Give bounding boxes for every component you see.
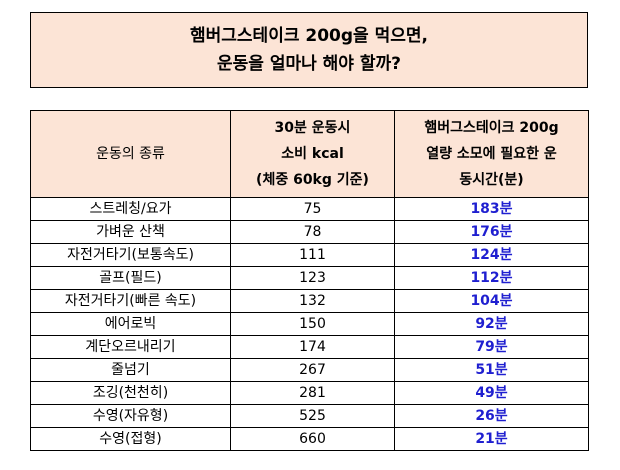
header-time: 햄버그스테이크 200g 열량 소모에 필요한 운 동시간(분) <box>394 110 589 198</box>
exercise-cell: 자전거타기(보통속도) <box>30 243 231 267</box>
minutes-cell: 176분 <box>394 220 589 244</box>
title-line-2: 운동을 얼마나 해야 할까? <box>216 54 402 74</box>
title-line-1: 햄버그스테이크 200g을 먹으면, <box>190 26 428 46</box>
kcal-cell: 660 <box>230 427 395 451</box>
header-time-line-2: 열량 소모에 필요한 운 <box>426 146 557 162</box>
minutes-cell: 104분 <box>394 289 589 313</box>
kcal-cell: 174 <box>230 335 395 359</box>
kcal-cell: 132 <box>230 289 395 313</box>
minutes-cell: 124분 <box>394 243 589 267</box>
exercise-cell: 계단오르내리기 <box>30 335 231 359</box>
header-exercise-type: 운동의 종류 <box>30 110 231 198</box>
table-row: 자전거타기(빠른 속도) 132 104분 <box>30 289 589 313</box>
exercise-cell: 수영(접형) <box>30 427 231 451</box>
table-row: 가벼운 산책 78 176분 <box>30 220 589 244</box>
kcal-cell: 111 <box>230 243 395 267</box>
table-row: 골프(필드) 123 112분 <box>30 266 589 290</box>
table-row: 조깅(천천히) 281 49분 <box>30 381 589 405</box>
kcal-cell: 150 <box>230 312 395 336</box>
table-row: 수영(접형) 660 21분 <box>30 427 589 451</box>
exercise-cell: 가벼운 산책 <box>30 220 231 244</box>
header-row: 운동의 종류 30분 운동시 소비 kcal (체중 60kg 기준) 햄버그스… <box>30 110 589 198</box>
header-kcal-line-1: 30분 운동시 <box>274 120 351 136</box>
table-row: 계단오르내리기 174 79분 <box>30 335 589 359</box>
exercise-cell: 자전거타기(빠른 속도) <box>30 289 231 313</box>
minutes-cell: 79분 <box>394 335 589 359</box>
exercise-cell: 조깅(천천히) <box>30 381 231 405</box>
exercise-table: 운동의 종류 30분 운동시 소비 kcal (체중 60kg 기준) 햄버그스… <box>30 110 589 451</box>
kcal-cell: 78 <box>230 220 395 244</box>
kcal-cell: 267 <box>230 358 395 382</box>
minutes-cell: 21분 <box>394 427 589 451</box>
kcal-cell: 123 <box>230 266 395 290</box>
table-row: 에어로빅 150 92분 <box>30 312 589 336</box>
minutes-cell: 112분 <box>394 266 589 290</box>
kcal-cell: 75 <box>230 197 395 221</box>
header-kcal: 30분 운동시 소비 kcal (체중 60kg 기준) <box>230 110 395 198</box>
header-kcal-line-2: 소비 kcal <box>281 146 344 162</box>
minutes-cell: 92분 <box>394 312 589 336</box>
minutes-cell: 183분 <box>394 197 589 221</box>
minutes-cell: 49분 <box>394 381 589 405</box>
header-time-line-1: 햄버그스테이크 200g <box>424 120 559 136</box>
minutes-cell: 51분 <box>394 358 589 382</box>
minutes-cell: 26분 <box>394 404 589 428</box>
exercise-cell: 스트레칭/요가 <box>30 197 231 221</box>
kcal-cell: 281 <box>230 381 395 405</box>
table-row: 스트레칭/요가 75 183분 <box>30 197 589 221</box>
table-row: 자전거타기(보통속도) 111 124분 <box>30 243 589 267</box>
header-kcal-line-3: (체중 60kg 기준) <box>256 172 369 188</box>
exercise-cell: 수영(자유형) <box>30 404 231 428</box>
header-time-line-3: 동시간(분) <box>459 172 524 188</box>
exercise-cell: 에어로빅 <box>30 312 231 336</box>
exercise-cell: 줄넘기 <box>30 358 231 382</box>
table-row: 수영(자유형) 525 26분 <box>30 404 589 428</box>
title-box: 햄버그스테이크 200g을 먹으면, 운동을 얼마나 해야 할까? <box>30 12 588 88</box>
table-row: 줄넘기 267 51분 <box>30 358 589 382</box>
kcal-cell: 525 <box>230 404 395 428</box>
exercise-cell: 골프(필드) <box>30 266 231 290</box>
